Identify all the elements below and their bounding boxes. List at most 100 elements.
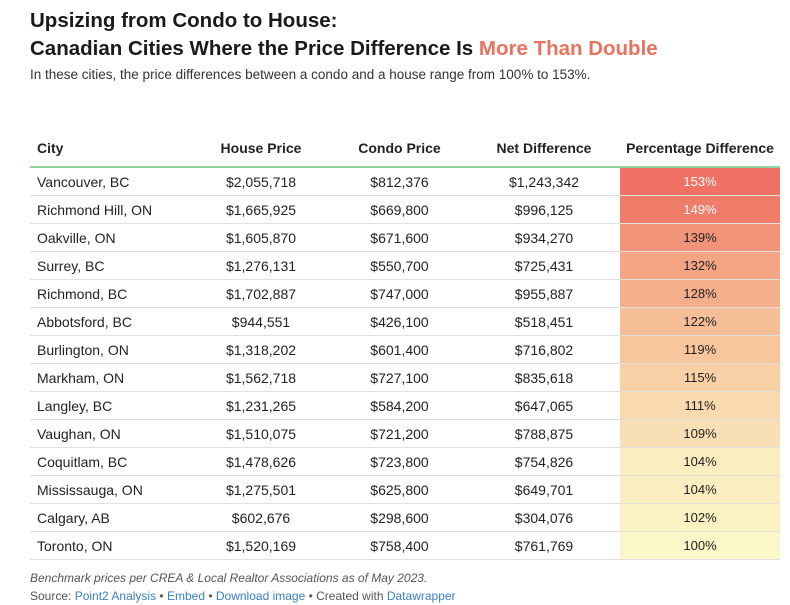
table-row: Vancouver, BC $2,055,718 $812,376 $1,243,34… — [30, 167, 780, 196]
condo-price-cell: $671,600 — [331, 223, 468, 252]
condo-price-cell: $426,100 — [331, 307, 468, 336]
house-price-cell: $1,275,501 — [191, 475, 331, 504]
percentage-cell: 100% — [620, 531, 780, 560]
house-price-cell: $1,702,887 — [191, 279, 331, 308]
embed-link[interactable]: Embed — [166, 589, 205, 603]
table-row: Surrey, BC $1,276,131 $550,700 $725,431 132% — [30, 251, 780, 280]
city-cell: Burlington, ON — [30, 335, 191, 364]
title-line1: Upsizing from Condo to House: — [30, 9, 338, 32]
house-price-cell: $1,562,718 — [191, 363, 331, 392]
table-row: Mississauga, ON $1,275,501 $625,800 $649,70… — [30, 475, 780, 504]
source-prefix: Source: — [30, 589, 75, 603]
percentage-cell: 128% — [620, 279, 780, 308]
percentage-cell: 115% — [620, 363, 780, 392]
city-cell: Toronto, ON — [30, 531, 191, 560]
percentage-cell: 109% — [620, 419, 780, 448]
city-cell: Richmond Hill, ON — [30, 195, 191, 224]
net-difference-cell: $934,270 — [468, 223, 620, 252]
city-cell: Vancouver, BC — [30, 167, 191, 196]
percentage-cell: 132% — [620, 251, 780, 280]
condo-price-cell: $758,400 — [331, 531, 468, 560]
city-cell: Abbotsford, BC — [30, 307, 191, 336]
net-difference-cell: $955,887 — [468, 279, 620, 308]
city-cell: Surrey, BC — [30, 251, 191, 280]
house-price-cell: $1,605,870 — [191, 223, 331, 252]
percentage-cell: 104% — [620, 447, 780, 476]
table-row: Burlington, ON $1,318,202 $601,400 $716,802… — [30, 335, 780, 364]
separator: • — [305, 589, 317, 603]
header-condo-price[interactable]: Condo Price — [358, 140, 441, 156]
net-difference-cell: $835,618 — [468, 363, 620, 392]
header-house-price[interactable]: House Price — [220, 140, 302, 156]
house-price-cell: $1,478,626 — [191, 447, 331, 476]
city-cell: Vaughan, ON — [30, 419, 191, 448]
condo-price-cell: $747,000 — [331, 279, 468, 308]
net-difference-cell: $725,431 — [468, 251, 620, 280]
condo-price-cell: $669,800 — [331, 195, 468, 224]
title-highlight: More Than Double — [478, 37, 658, 60]
net-difference-cell: $304,076 — [468, 503, 620, 532]
net-difference-cell: $716,802 — [468, 335, 620, 364]
datawrapper-link[interactable]: Datawrapper — [386, 589, 456, 603]
net-difference-cell: $649,701 — [468, 475, 620, 504]
percentage-cell: 111% — [620, 391, 780, 420]
city-cell: Coquitlam, BC — [30, 447, 191, 476]
house-price-cell: $1,276,131 — [191, 251, 331, 280]
city-cell: Mississauga, ON — [30, 475, 191, 504]
house-price-cell: $1,520,169 — [191, 531, 331, 560]
house-price-cell: $2,055,718 — [191, 167, 331, 196]
header-percentage-difference[interactable]: Percentage Difference — [626, 140, 774, 156]
condo-price-cell: $723,800 — [331, 447, 468, 476]
city-cell: Richmond, BC — [30, 279, 191, 308]
condo-price-cell: $298,600 — [331, 503, 468, 532]
table-row: Abbotsford, BC $944,551 $426,100 $518,451 12… — [30, 307, 780, 336]
percentage-cell: 119% — [620, 335, 780, 364]
condo-price-cell: $721,200 — [331, 419, 468, 448]
house-price-cell: $1,231,265 — [191, 391, 331, 420]
table-row: Calgary, AB $602,676 $298,600 $304,076 102% — [30, 503, 780, 532]
source-link[interactable]: Point2 Analysis — [74, 589, 157, 603]
condo-price-cell: $625,800 — [331, 475, 468, 504]
table-header-row: City House Price Condo Price Net Differe… — [30, 111, 780, 167]
house-price-cell: $602,676 — [191, 503, 331, 532]
header-net-difference[interactable]: Net Difference — [496, 140, 592, 156]
condo-price-cell: $727,100 — [331, 363, 468, 392]
download-image-link[interactable]: Download image — [215, 589, 306, 603]
net-difference-cell: $754,826 — [468, 447, 620, 476]
net-difference-cell: $647,065 — [468, 391, 620, 420]
net-difference-cell: $996,125 — [468, 195, 620, 224]
net-difference-cell: $1,243,342 — [468, 167, 620, 196]
separator: • — [205, 589, 216, 603]
data-table: City House Price Condo Price Net Differe… — [30, 111, 780, 560]
title-line2: Canadian Cities Where the Price Differen… — [30, 37, 479, 60]
table-row: Richmond Hill, ON $1,665,925 $669,800 $996,… — [30, 195, 780, 224]
house-price-cell: $1,665,925 — [191, 195, 331, 224]
percentage-cell: 122% — [620, 307, 780, 336]
table-row: Vaughan, ON $1,510,075 $721,200 $788,875 109… — [30, 419, 780, 448]
city-cell: Langley, BC — [30, 391, 191, 420]
condo-price-cell: $550,700 — [331, 251, 468, 280]
net-difference-cell: $761,769 — [468, 531, 620, 560]
condo-price-cell: $601,400 — [331, 335, 468, 364]
chart-subtitle: In these cities, the price differences b… — [30, 67, 591, 82]
table-row: Markham, ON $1,562,718 $727,100 $835,618 115… — [30, 363, 780, 392]
table-row: Oakville, ON $1,605,870 $671,600 $934,270 13… — [30, 223, 780, 252]
percentage-cell: 153% — [620, 167, 780, 196]
condo-price-cell: $812,376 — [331, 167, 468, 196]
table-row: Langley, BC $1,231,265 $584,200 $647,065 111… — [30, 391, 780, 420]
header-city[interactable]: City — [37, 140, 64, 156]
house-price-cell: $1,318,202 — [191, 335, 331, 364]
table-body: Vancouver, BC $2,055,718 $812,376 $1,243,34… — [30, 167, 780, 560]
created-with-text: Created with — [316, 589, 387, 603]
city-cell: Markham, ON — [30, 363, 191, 392]
house-price-cell: $944,551 — [191, 307, 331, 336]
chart-source: Source: Point2 Analysis • Embed • Downlo… — [30, 589, 456, 603]
table-row: Coquitlam, BC $1,478,626 $723,800 $754,826 1… — [30, 447, 780, 476]
percentage-cell: 104% — [620, 475, 780, 504]
net-difference-cell: $788,875 — [468, 419, 620, 448]
table-row: Toronto, ON $1,520,169 $758,400 $761,769 100… — [30, 531, 780, 560]
separator: • — [156, 589, 167, 603]
chart-title: Upsizing from Condo to House: Canadian C… — [30, 7, 658, 63]
table-row: Richmond, BC $1,702,887 $747,000 $955,887 12… — [30, 279, 780, 308]
